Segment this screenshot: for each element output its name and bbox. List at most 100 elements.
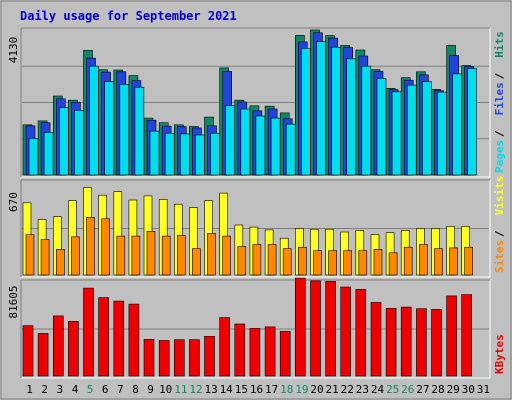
x-tick-day-27: 27 [416, 383, 429, 396]
bar-kbytes-day-17 [264, 326, 276, 377]
x-tick-day-15: 15 [235, 383, 248, 396]
bar-sites-day-17 [267, 244, 277, 276]
bar-pages-day-27 [422, 81, 432, 176]
bar-kbytes-day-1 [22, 325, 34, 377]
bar-sites-day-16 [252, 244, 262, 276]
bar-kbytes-day-28 [431, 309, 442, 377]
x-tick-day-1: 1 [26, 383, 33, 396]
bar-pages-day-12 [195, 134, 205, 176]
bar-sites-day-5 [86, 217, 95, 276]
bar-sites-day-1 [25, 234, 35, 276]
bar-pages-day-25 [391, 91, 402, 176]
bar-sites-day-30 [464, 246, 474, 276]
bar-sites-day-26 [403, 246, 413, 276]
bar-sites-day-29 [449, 247, 458, 276]
x-tick-day-5: 5 [87, 383, 94, 396]
chart-panels: 4130 Pages / Files / Hits 670 Sites / Visit… [7, 27, 506, 379]
bar-sites-day-3 [55, 249, 65, 276]
bar-pages-day-29 [452, 73, 462, 176]
bar-kbytes-day-18 [279, 331, 291, 377]
bar-kbytes-day-20 [310, 280, 321, 377]
x-tick-day-10: 10 [159, 383, 172, 396]
legend-hits: Hits [493, 31, 506, 58]
bar-kbytes-day-26 [400, 306, 412, 377]
bar-kbytes-day-4 [68, 320, 79, 377]
bar-sites-day-7 [116, 235, 126, 276]
x-tick-day-13: 13 [204, 383, 217, 396]
bar-kbytes-day-9 [143, 339, 155, 377]
x-axis-day-labels: 1 2 3 4 5 6 7 8 9 10 11 12 13 14 15 16 17 18 19 20 21 22 23 24 2… [26, 383, 490, 396]
bar-pages-day-19 [300, 48, 311, 176]
x-tick-day-9: 9 [147, 383, 154, 396]
bar-kbytes-day-14 [219, 317, 230, 377]
x-tick-day-26: 26 [401, 383, 414, 396]
bar-sites-day-2 [40, 239, 50, 276]
bar-sites-day-9 [146, 231, 156, 276]
bar-pages-day-20 [316, 41, 326, 176]
legend-pages: Pages [493, 140, 506, 173]
bar-kbytes-day-25 [385, 307, 397, 377]
bar-pages-day-18 [285, 123, 296, 176]
x-tick-day-30: 30 [462, 383, 475, 396]
bar-kbytes-day-8 [128, 303, 140, 377]
visits-sites-panel: 670 Sites / Visits [7, 176, 506, 278]
bar-sites-day-4 [71, 236, 80, 276]
bar-pages-day-2 [43, 132, 54, 176]
x-tick-day-8: 8 [132, 383, 139, 396]
x-tick-day-7: 7 [117, 383, 124, 396]
bar-pages-day-16 [255, 115, 266, 176]
bar-kbytes-day-11 [174, 339, 185, 377]
legend-kbytes: KBytes [493, 334, 506, 374]
bar-kbytes-day-2 [37, 333, 49, 377]
x-tick-day-12: 12 [189, 383, 202, 396]
chart-title: Daily usage for September 2021 [20, 9, 237, 23]
legend-visits: Visits [493, 176, 506, 216]
legend-/: / [493, 230, 506, 237]
bar-sites-day-24 [373, 249, 383, 276]
bar-sites-day-10 [161, 235, 171, 276]
bar-pages-day-4 [74, 110, 84, 176]
bar-kbytes-day-15 [234, 323, 246, 377]
x-tick-day-18: 18 [280, 383, 293, 396]
x-tick-day-20: 20 [310, 383, 323, 396]
bar-kbytes-day-3 [52, 315, 64, 377]
bar-pages-day-14 [225, 105, 235, 176]
bar-kbytes-day-7 [113, 300, 125, 377]
bar-pages-day-5 [89, 65, 99, 176]
x-tick-day-25: 25 [386, 383, 399, 396]
bar-pages-day-17 [270, 117, 281, 176]
bar-pages-day-1 [28, 138, 39, 176]
x-tick-day-24: 24 [371, 383, 385, 396]
legend-/: / [493, 130, 506, 137]
bar-pages-day-26 [406, 84, 417, 176]
bar-kbytes-day-13 [204, 335, 215, 377]
bar-pages-day-11 [180, 133, 190, 176]
x-tick-day-28: 28 [431, 383, 444, 396]
x-tick-day-6: 6 [102, 383, 109, 396]
bar-kbytes-day-5 [83, 287, 94, 377]
bar-sites-day-25 [388, 252, 398, 276]
hits-files-pages-panel: 4130 Pages / Files / Hits [7, 27, 506, 178]
bar-pages-day-6 [104, 81, 114, 176]
bar-sites-day-23 [358, 250, 368, 276]
bar-pages-day-22 [346, 58, 357, 176]
x-tick-day-22: 22 [341, 383, 354, 396]
bar-kbytes-day-6 [98, 297, 109, 377]
bar-sites-day-21 [328, 250, 337, 276]
bar-sites-day-14 [222, 235, 231, 276]
kbytes-panel: 81605 KBytes [7, 277, 506, 379]
bar-pages-day-28 [437, 91, 447, 176]
bar-sites-day-27 [419, 244, 428, 276]
bar-pages-day-3 [58, 107, 69, 176]
bar-pages-day-15 [240, 108, 251, 176]
bar-pages-day-30 [467, 68, 478, 176]
x-tick-day-19: 19 [295, 383, 308, 396]
x-tick-day-14: 14 [220, 383, 234, 396]
x-tick-day-4: 4 [72, 383, 79, 396]
bar-sites-day-18 [282, 248, 292, 276]
bar-sites-day-15 [237, 246, 247, 276]
x-tick-day-11: 11 [174, 383, 187, 396]
bar-kbytes-day-12 [189, 339, 200, 377]
